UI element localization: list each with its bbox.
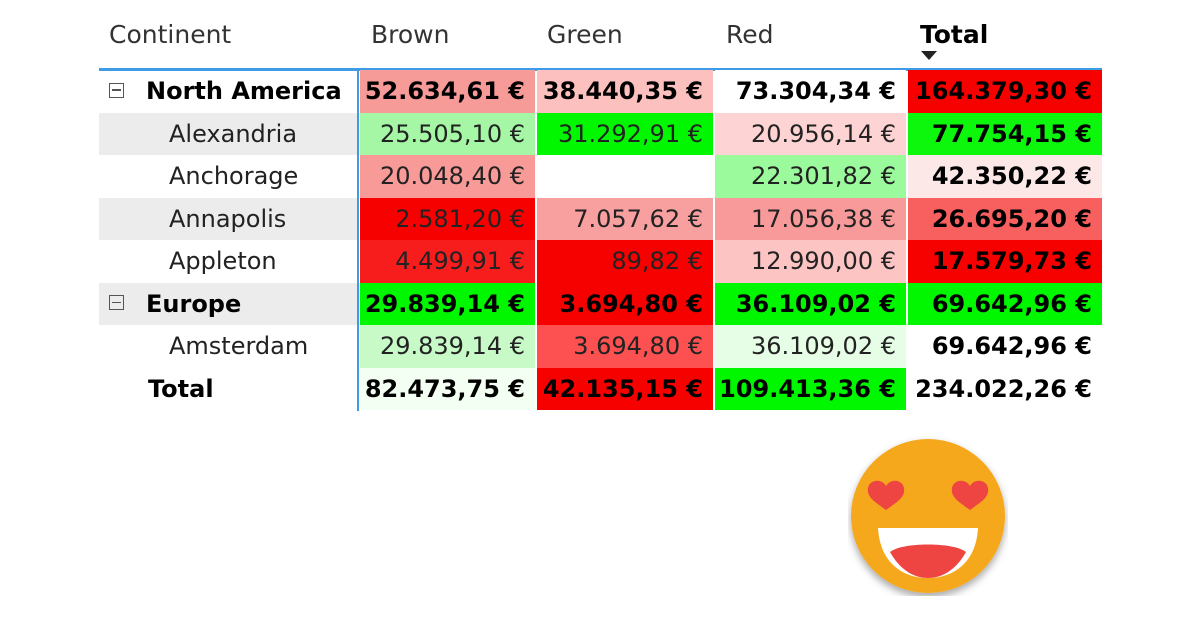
- value-cell: 22.301,82 €: [715, 155, 906, 198]
- header-brown[interactable]: Brown: [371, 20, 450, 49]
- row-label: Annapolis: [99, 197, 357, 240]
- value-cell: 3.694,80 €: [537, 325, 713, 368]
- header-total[interactable]: Total: [920, 20, 989, 49]
- row-label-text: Annapolis: [169, 204, 287, 233]
- table-row: Appleton 4.499,91 €89,82 €12.990,00 €17.5…: [99, 240, 1102, 283]
- row-label-text: North America: [146, 77, 342, 105]
- value-cell: 36.109,02 €: [715, 325, 906, 368]
- table-row: Alexandria 25.505,10 €31.292,91 €20.956,1…: [99, 112, 1102, 155]
- row-label-text: Alexandria: [169, 119, 298, 148]
- value-cell: 29.839,14 €: [360, 325, 535, 368]
- collapse-icon[interactable]: [109, 295, 124, 310]
- row-label: Appleton: [99, 240, 357, 283]
- sort-descending-icon[interactable]: [921, 51, 937, 60]
- value-cell: [537, 155, 713, 198]
- table-row: Europe 29.839,14 €3.694,80 €36.109,02 €69…: [99, 282, 1102, 325]
- value-cell: 52.634,61 €: [360, 70, 535, 113]
- value-cell: 17.579,73 €: [908, 240, 1102, 283]
- value-cell: 89,82 €: [537, 240, 713, 283]
- table-row: Total 82.473,75 €42.135,15 €109.413,36 €2…: [99, 367, 1102, 411]
- value-cell: 38.440,35 €: [537, 70, 713, 113]
- table-body: North America 52.634,61 €38.440,35 €73.30…: [99, 70, 1102, 410]
- value-cell: 36.109,02 €: [715, 282, 906, 325]
- column-header-row: Continent Brown Green Red Total: [99, 0, 1102, 71]
- header-divider: [99, 68, 1102, 71]
- table-row: Annapolis 2.581,20 €7.057,62 €17.056,38 €…: [99, 197, 1102, 240]
- header-red[interactable]: Red: [726, 20, 774, 49]
- row-label: Alexandria: [99, 112, 357, 155]
- matrix-table: Continent Brown Green Red Total North Am…: [99, 0, 1102, 411]
- table-row: North America 52.634,61 €38.440,35 €73.30…: [99, 70, 1102, 113]
- value-cell: 29.839,14 €: [360, 282, 535, 325]
- value-cell: 42.350,22 €: [908, 155, 1102, 198]
- row-label-text: Europe: [146, 289, 242, 318]
- value-cell: 234.022,26 €: [908, 367, 1102, 410]
- value-cell: 69.642,96 €: [908, 282, 1102, 325]
- heart-eyes-smile-icon: [851, 439, 1005, 593]
- row-label: Anchorage: [99, 155, 357, 198]
- value-cell: 20.956,14 €: [715, 112, 906, 155]
- row-label-text: Total: [148, 374, 214, 403]
- row-label-text: Appleton: [169, 247, 277, 275]
- row-label-text: Anchorage: [169, 162, 299, 190]
- value-cell: 82.473,75 €: [360, 367, 535, 410]
- row-label-text: Amsterdam: [169, 332, 309, 360]
- value-cell: 17.056,38 €: [715, 197, 906, 240]
- value-cell: 69.642,96 €: [908, 325, 1102, 368]
- value-cell: 42.135,15 €: [537, 367, 713, 410]
- value-cell: 31.292,91 €: [537, 112, 713, 155]
- row-label: Amsterdam: [99, 325, 357, 368]
- header-green[interactable]: Green: [547, 20, 623, 49]
- row-label[interactable]: North America: [99, 70, 357, 113]
- value-cell: 26.695,20 €: [908, 197, 1102, 240]
- collapse-icon[interactable]: [109, 82, 124, 98]
- table-row: Anchorage 20.048,40 € 22.301,82 €42.350,22…: [99, 155, 1102, 198]
- value-cell: 109.413,36 €: [715, 367, 906, 410]
- row-label: Total: [99, 368, 357, 411]
- value-cell: 73.304,34 €: [715, 70, 906, 113]
- value-cell: 20.048,40 €: [360, 155, 535, 198]
- value-cell: 3.694,80 €: [537, 282, 713, 325]
- value-cell: 4.499,91 €: [360, 240, 535, 283]
- value-cell: 164.379,30 €: [908, 70, 1102, 113]
- header-continent[interactable]: Continent: [109, 20, 232, 49]
- value-cell: 12.990,00 €: [715, 240, 906, 283]
- value-cell: 77.754,15 €: [908, 112, 1102, 155]
- row-header-divider: [357, 71, 359, 411]
- value-cell: 7.057,62 €: [537, 197, 713, 240]
- table-row: Amsterdam 29.839,14 €3.694,80 €36.109,02 …: [99, 325, 1102, 368]
- row-label[interactable]: Europe: [99, 282, 357, 325]
- value-cell: 2.581,20 €: [360, 197, 535, 240]
- value-cell: 25.505,10 €: [360, 112, 535, 155]
